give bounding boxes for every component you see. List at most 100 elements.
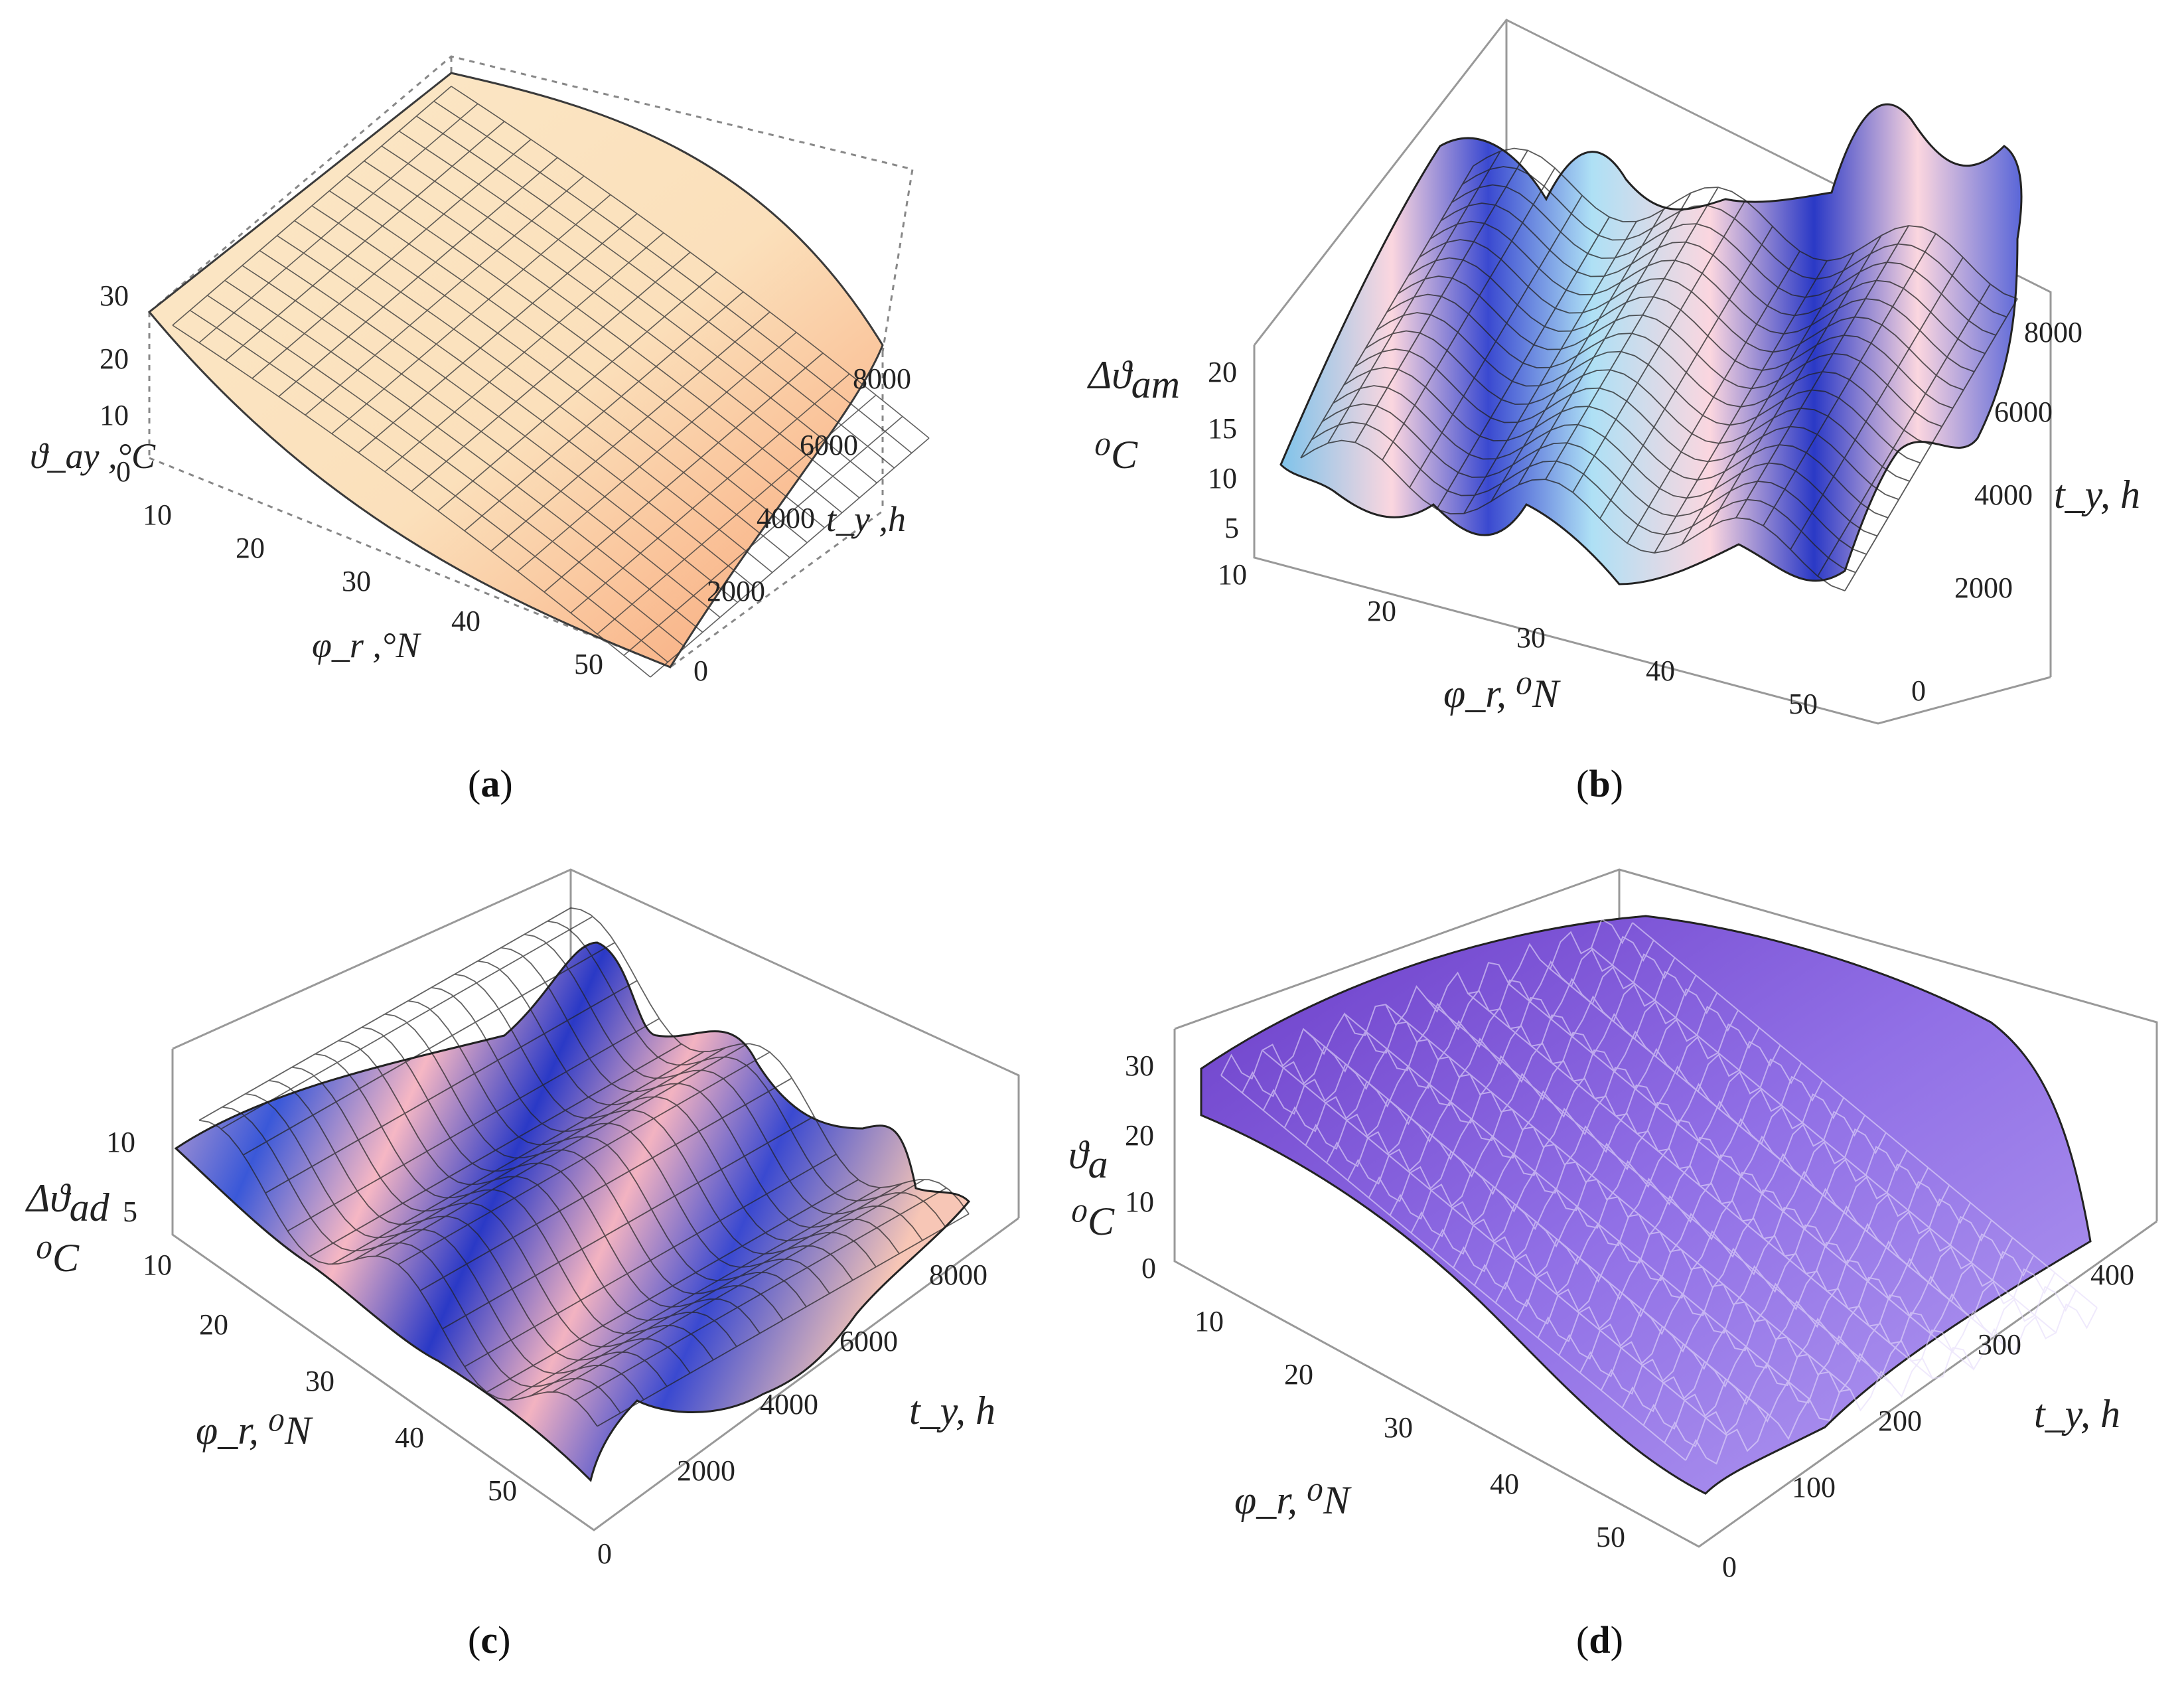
panel-d-ytick-0: 0 <box>1722 1551 1737 1583</box>
panel-c-xtick-2: 30 <box>305 1365 334 1397</box>
caption-d-letter: d <box>1589 1618 1610 1661</box>
panel-b-z-ticks: 20 15 10 5 <box>1208 356 1239 544</box>
panel-d-zlabel-main: ϑ <box>1068 1133 1090 1177</box>
mesh-line <box>1333 385 1878 537</box>
mesh-line <box>198 1119 598 1427</box>
mesh-line <box>1440 202 1986 354</box>
mesh-line <box>1550 968 2015 1355</box>
mesh-line <box>245 1093 644 1401</box>
panel-d-xtick-4: 50 <box>1596 1521 1625 1553</box>
panel-c: 10 5 Δϑad ⁰C 10 20 30 40 50 φ_r, ⁰N 0 20… <box>25 868 1020 1661</box>
panel-d-ytick-1: 100 <box>1792 1471 1836 1504</box>
mesh-line <box>291 1066 691 1374</box>
panel-b-ztick-0: 20 <box>1208 356 1237 388</box>
panel-c-ylabel: t_y, h <box>909 1389 995 1432</box>
mesh-line <box>328 190 808 544</box>
panel-a-xtick-2: 30 <box>342 565 371 597</box>
panel-c-xlabel: φ_r, ⁰N <box>196 1409 313 1452</box>
panel-c-z-ticks: 10 5 <box>106 1126 137 1228</box>
panel-b-ztick-3: 5 <box>1224 512 1239 544</box>
caption-a-close: ) <box>500 762 512 805</box>
panel-b-ztick-2: 10 <box>1208 462 1237 495</box>
panel-a-ztick-0: 30 <box>100 279 129 312</box>
panel-a-ztick-3: 0 <box>116 455 131 488</box>
panel-c-ytick-3: 6000 <box>839 1325 898 1357</box>
panel-d-ztick-1: 20 <box>1125 1119 1154 1152</box>
panel-c-ztick-1: 5 <box>123 1196 137 1228</box>
panel-a-ytick-3: 6000 <box>800 429 858 461</box>
mesh-line <box>1343 366 1889 518</box>
mesh-line <box>1397 275 1942 427</box>
mesh-line <box>1419 239 1964 391</box>
mesh-line <box>315 1053 714 1361</box>
panel-b-surface <box>1279 103 2023 585</box>
mesh-line <box>570 907 970 1215</box>
panel-d-y-ticks: 0 100 200 300 400 <box>1722 1259 2134 1583</box>
panel-a-xtick-0: 10 <box>143 499 172 531</box>
panel-a-ytick-1: 2000 <box>707 575 765 607</box>
mesh-line <box>500 947 900 1255</box>
panel-c-y-ticks: 0 2000 4000 6000 8000 <box>597 1259 987 1570</box>
panel-d-zlabel: ϑa <box>1068 1133 1108 1186</box>
mesh-line <box>259 250 738 603</box>
mesh-line <box>222 1106 621 1414</box>
mesh-line <box>172 325 651 678</box>
mesh-line <box>1354 348 1899 501</box>
panel-b-xtick-3: 40 <box>1646 655 1675 687</box>
panel-a-xlabel: φ_r ,°N <box>312 625 421 665</box>
caption-b-close: ) <box>1611 762 1623 805</box>
mesh-line <box>1508 984 1974 1370</box>
panel-b-xtick-1: 20 <box>1367 595 1396 627</box>
panel-c-ytick-0: 0 <box>597 1537 612 1570</box>
panel-b-y-ticks: 0 2000 4000 6000 8000 <box>1911 316 2082 707</box>
panel-d-xtick-0: 10 <box>1195 1305 1224 1338</box>
panel-d-xlabel: φ_r, ⁰N <box>1234 1478 1352 1522</box>
mesh-line <box>1429 220 1975 372</box>
panel-d-z-ticks: 30 20 10 0 <box>1125 1049 1156 1284</box>
panel-a: 30 20 10 0 ϑ_ay ,°C 10 20 30 40 50 φ_r ,… <box>30 55 930 805</box>
panel-d-xtick-1: 20 <box>1284 1358 1313 1391</box>
panel-b-zlabel: Δϑam <box>1087 353 1180 406</box>
caption-a-open: ( <box>468 762 480 805</box>
mesh-line <box>1303 1028 1769 1415</box>
caption-d-open: ( <box>1576 1618 1589 1661</box>
panel-b-mesh <box>1300 147 2018 591</box>
panel-a-z-ticks: 30 20 10 0 <box>100 279 131 488</box>
panel-c-ytick-2: 4000 <box>760 1388 818 1421</box>
caption-b-open: ( <box>1576 762 1589 805</box>
mesh-line <box>547 920 946 1228</box>
mesh-line <box>311 205 790 558</box>
panel-d-xtick-3: 40 <box>1490 1468 1519 1500</box>
mesh-line <box>361 1026 761 1334</box>
panel-c-zlabel: Δϑad <box>25 1176 110 1229</box>
panel-b-zlabel-main: Δϑ <box>1087 353 1133 397</box>
mesh-line <box>207 295 686 648</box>
panel-a-y-ticks: 0 2000 4000 6000 8000 <box>693 362 911 687</box>
mesh-line <box>364 160 843 514</box>
panel-d-xtick-2: 30 <box>1384 1411 1413 1444</box>
caption-c-close: ) <box>498 1618 510 1661</box>
panel-c-x-ticks: 10 20 30 40 50 <box>143 1249 517 1507</box>
panel-a-xtick-3: 40 <box>451 605 480 637</box>
mesh-line <box>294 220 773 574</box>
panel-a-x-ticks: 10 20 30 40 50 <box>143 499 603 680</box>
panel-b-ylabel: t_y, h <box>2054 473 2140 516</box>
caption-c: (c) <box>468 1618 510 1661</box>
panel-d-ztick-2: 10 <box>1125 1186 1154 1218</box>
panel-d-zlabel-sub: a <box>1088 1142 1108 1186</box>
panel-b-xlabel: φ_r, ⁰N <box>1443 672 1561 716</box>
mesh-line <box>338 1040 737 1348</box>
panel-d-ztick-3: 0 <box>1141 1252 1156 1284</box>
panel-b-zlabel-sub: am <box>1131 362 1180 406</box>
mesh-line <box>1262 1049 1727 1436</box>
mesh-line <box>433 100 912 454</box>
mesh-line <box>384 1013 784 1321</box>
panel-d-mesh <box>1220 918 2098 1465</box>
caption-d: (d) <box>1576 1618 1623 1661</box>
mesh-line <box>381 145 860 499</box>
caption-c-letter: c <box>480 1618 498 1661</box>
panel-d: 30 20 10 0 ϑa ⁰C 10 20 30 40 50 φ_r, ⁰N … <box>1068 868 2158 1661</box>
panel-c-ztick-0: 10 <box>106 1126 135 1158</box>
panel-c-zunit: ⁰C <box>36 1236 80 1280</box>
mesh-line <box>416 116 895 469</box>
